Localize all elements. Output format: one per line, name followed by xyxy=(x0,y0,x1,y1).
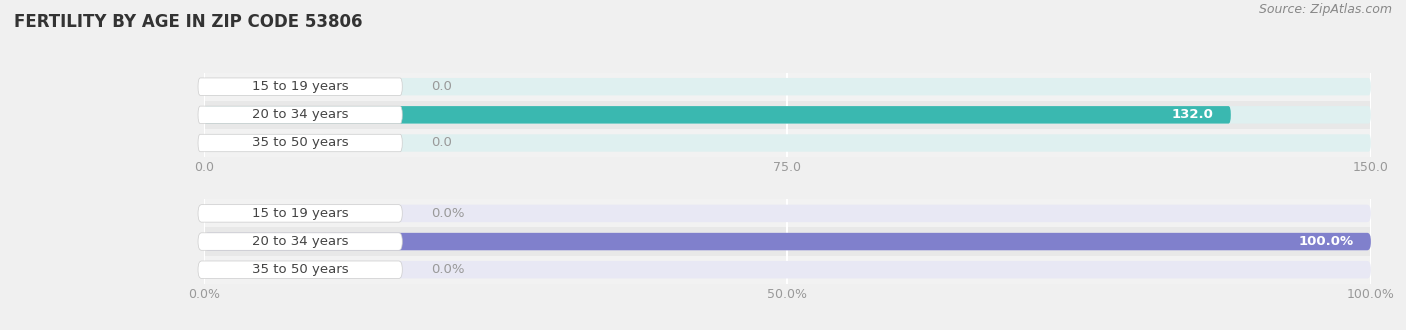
Text: 0.0: 0.0 xyxy=(432,137,453,149)
FancyBboxPatch shape xyxy=(198,106,402,123)
Bar xyxy=(204,73,1371,101)
FancyBboxPatch shape xyxy=(204,106,1230,123)
Bar xyxy=(204,227,1371,256)
Text: 0.0%: 0.0% xyxy=(432,263,465,276)
FancyBboxPatch shape xyxy=(204,78,1371,95)
Text: 100.0%: 100.0% xyxy=(1298,235,1354,248)
FancyBboxPatch shape xyxy=(198,205,402,222)
FancyBboxPatch shape xyxy=(204,233,1371,250)
FancyBboxPatch shape xyxy=(204,233,1371,250)
FancyBboxPatch shape xyxy=(198,233,402,250)
FancyBboxPatch shape xyxy=(204,261,1371,279)
FancyBboxPatch shape xyxy=(198,134,402,152)
Text: 35 to 50 years: 35 to 50 years xyxy=(252,263,349,276)
FancyBboxPatch shape xyxy=(198,78,402,95)
Bar xyxy=(204,101,1371,129)
Text: 20 to 34 years: 20 to 34 years xyxy=(252,235,349,248)
Text: 15 to 19 years: 15 to 19 years xyxy=(252,80,349,93)
Text: 0.0: 0.0 xyxy=(432,80,453,93)
FancyBboxPatch shape xyxy=(204,106,1371,123)
Bar xyxy=(204,199,1371,227)
Text: 15 to 19 years: 15 to 19 years xyxy=(252,207,349,220)
FancyBboxPatch shape xyxy=(204,205,1371,222)
Bar xyxy=(204,129,1371,157)
FancyBboxPatch shape xyxy=(198,261,402,279)
Text: FERTILITY BY AGE IN ZIP CODE 53806: FERTILITY BY AGE IN ZIP CODE 53806 xyxy=(14,13,363,31)
Text: Source: ZipAtlas.com: Source: ZipAtlas.com xyxy=(1258,3,1392,16)
Text: 132.0: 132.0 xyxy=(1171,108,1213,121)
Text: 20 to 34 years: 20 to 34 years xyxy=(252,108,349,121)
Text: 0.0%: 0.0% xyxy=(432,207,465,220)
Bar xyxy=(204,256,1371,284)
Text: 35 to 50 years: 35 to 50 years xyxy=(252,137,349,149)
FancyBboxPatch shape xyxy=(204,134,1371,152)
